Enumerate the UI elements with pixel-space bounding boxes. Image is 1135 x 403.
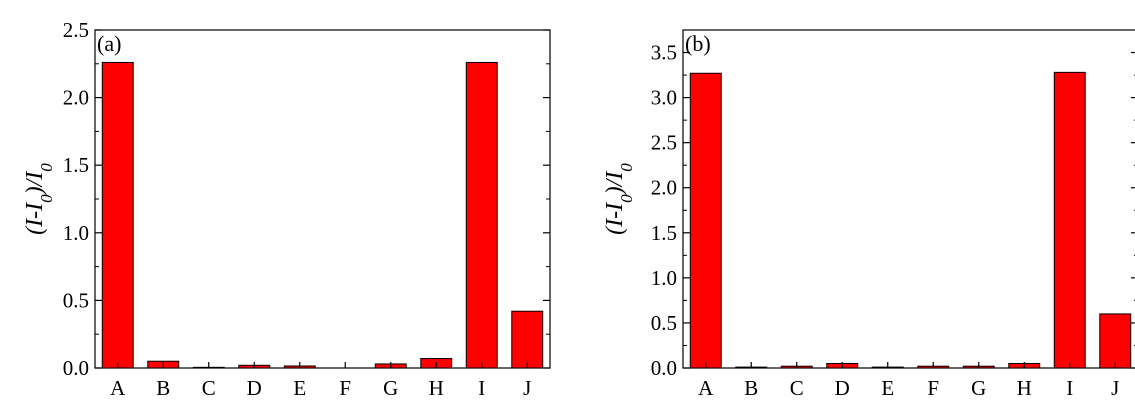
x-tick-label: G (971, 376, 986, 400)
y-tick-label: 3.5 (651, 41, 677, 65)
y-tick-label: 2.0 (63, 86, 89, 110)
x-tick-label: D (247, 376, 262, 400)
y-tick-label: 2.0 (651, 176, 677, 200)
panel-label: (a) (97, 31, 121, 56)
bars (101, 61, 544, 369)
chart-panel-a: 0.0 0.5 1.0 1.5 2.0 2.5 A B C D E F G H I J (a) (I-I0)… (22, 18, 551, 400)
x-tick-label: B (156, 376, 170, 400)
y-tick-labels: 0.0 0.5 1.0 1.5 2.0 2.5 (63, 18, 89, 380)
x-tick-label: A (110, 376, 126, 400)
x-tick-label: I (1066, 376, 1073, 400)
y-tick-label: 0.5 (63, 288, 89, 312)
x-tick-label: H (429, 376, 444, 400)
y-tick-label: 1.5 (63, 153, 89, 177)
x-tick-label: C (790, 376, 804, 400)
x-tick-label: G (383, 376, 398, 400)
y-tick-marks (95, 29, 550, 369)
x-tick-label: F (927, 376, 939, 400)
x-tick-label: H (1017, 376, 1032, 400)
x-tick-label: B (744, 376, 758, 400)
y-tick-label: 1.0 (63, 221, 89, 245)
panel-label: (b) (685, 31, 711, 56)
y-tick-label: 0.0 (651, 356, 677, 380)
x-tick-label: J (523, 376, 531, 400)
bar-j (1099, 313, 1132, 369)
y-tick-labels: 0.0 0.5 1.0 1.5 2.0 2.5 3.0 3.5 (651, 41, 677, 380)
bar-j (511, 310, 544, 369)
bars (689, 71, 1132, 369)
bar-i (1053, 71, 1086, 369)
x-tick-label: C (202, 376, 216, 400)
y-tick-label: 2.5 (63, 18, 89, 42)
bar-i (465, 61, 498, 369)
x-tick-labels: A B C D E F G H I J (110, 376, 531, 400)
y-tick-label: 0.5 (651, 311, 677, 335)
y-tick-label: 0.0 (63, 356, 89, 380)
x-tick-marks (705, 362, 1116, 368)
x-tick-label: I (478, 376, 485, 400)
plot-frame (682, 29, 1135, 369)
y-tick-label: 1.0 (651, 266, 677, 290)
y-tick-label: 2.5 (651, 131, 677, 155)
x-tick-labels: A B C D E F G H I J (698, 376, 1119, 400)
x-tick-label: E (881, 376, 894, 400)
x-tick-label: E (293, 376, 306, 400)
x-tick-marks (117, 362, 528, 368)
x-tick-label: A (698, 376, 714, 400)
y-axis-label: (I-I0)/I0 (22, 163, 56, 235)
bar-a (689, 72, 722, 369)
y-axis-label: (I-I0)/I0 (602, 163, 636, 235)
x-tick-label: F (339, 376, 351, 400)
x-tick-label: J (1111, 376, 1119, 400)
y-tick-label: 3.0 (651, 86, 677, 110)
y-tick-label: 1.5 (651, 221, 677, 245)
bar-a (101, 61, 134, 369)
x-tick-label: D (835, 376, 850, 400)
